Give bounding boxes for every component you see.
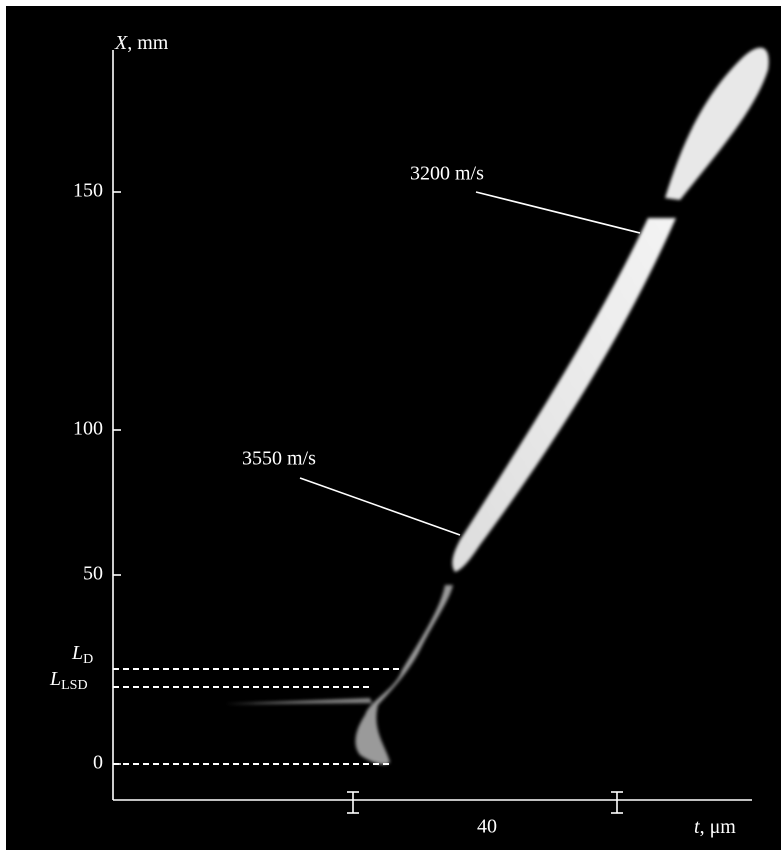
- x-axis-label: t, μm: [694, 816, 736, 838]
- annotation: 3200 m/s: [410, 163, 484, 185]
- annotation: 3550 m/s: [242, 448, 316, 470]
- y-tick-label: 100: [73, 418, 103, 440]
- y-axis-label: X, mm: [114, 32, 169, 54]
- y-tick-label: 150: [73, 180, 103, 202]
- y-tick-label: 50: [83, 563, 103, 585]
- figure: 050100150 X, mm t, μm 40 LD LLSD 3200 m/…: [0, 0, 781, 850]
- x-tick-label: 40: [477, 816, 497, 838]
- photo-background: [6, 6, 781, 850]
- y-tick-label: 0: [93, 752, 103, 774]
